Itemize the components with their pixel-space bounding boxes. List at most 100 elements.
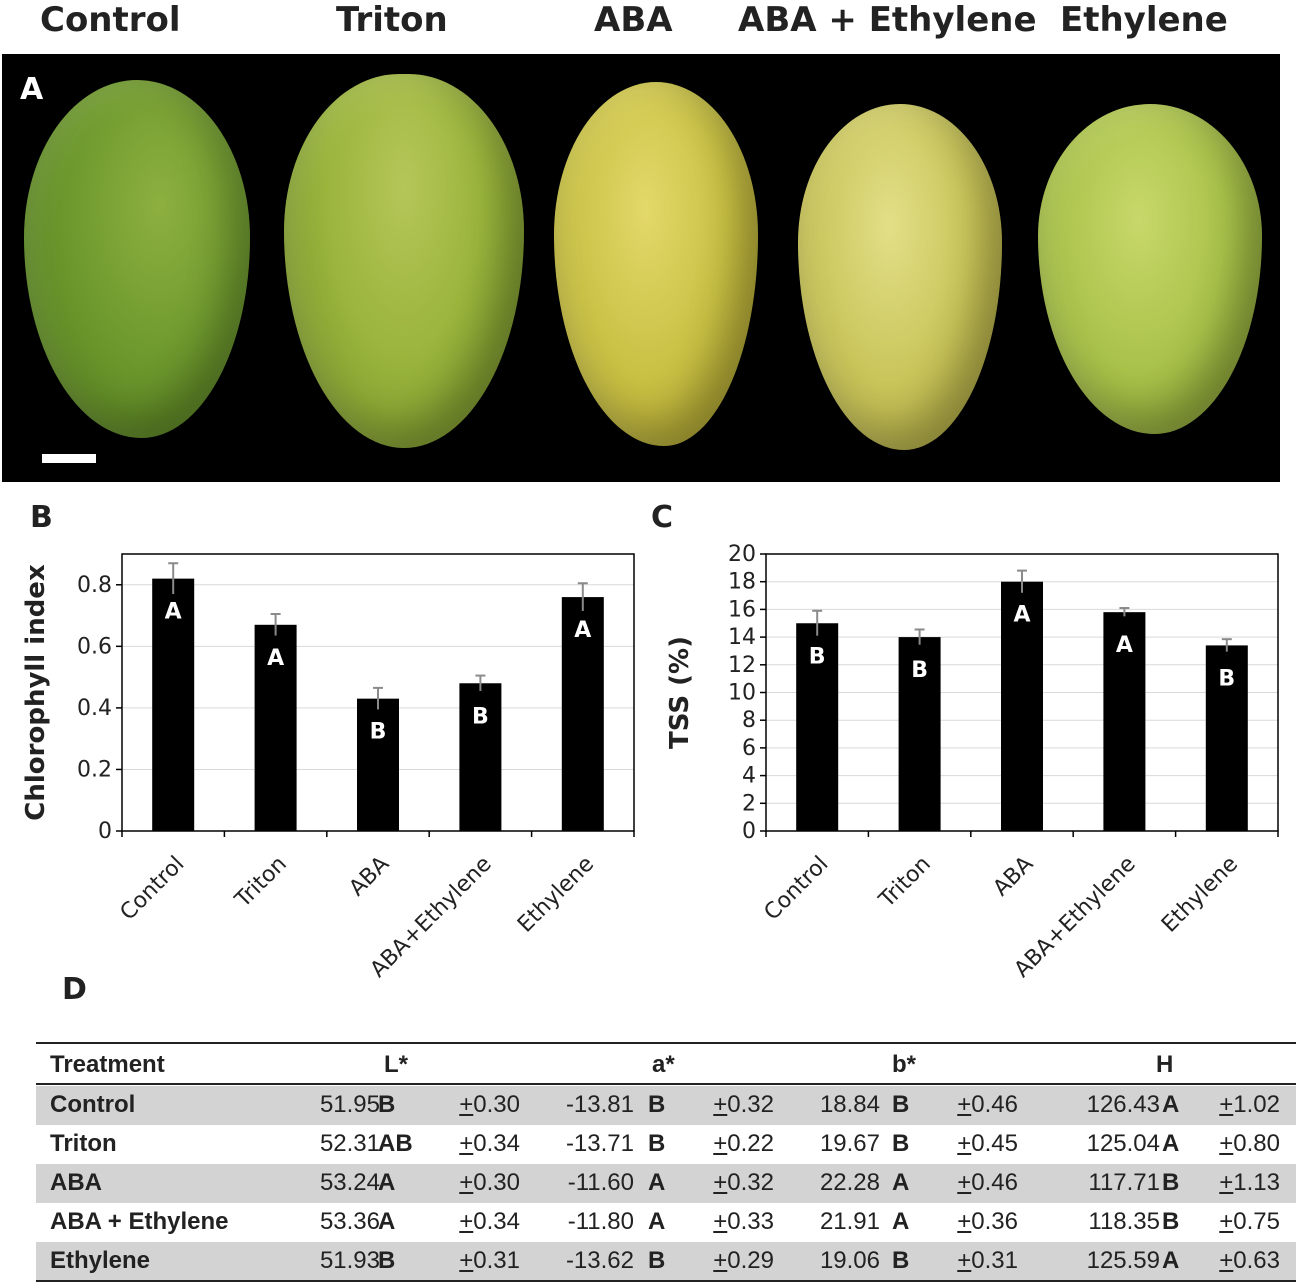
color-table: Treatment L* a* b* H Control 51.95 B +0.30-…	[36, 1042, 1296, 1282]
table-bottom-rule	[36, 1280, 1296, 1282]
value-cell: +0.75	[1219, 1208, 1280, 1235]
tss-significance-letter: B	[809, 644, 826, 669]
fruit-ethylene	[1038, 104, 1262, 434]
scale-bar	[42, 454, 96, 463]
value-cell: +0.29	[713, 1247, 774, 1274]
tss-significance-letter: A	[1116, 633, 1133, 658]
header-h: H	[1156, 1051, 1174, 1078]
treatment-cell: Triton	[50, 1130, 117, 1157]
value-cell: 118.35	[1088, 1208, 1160, 1235]
value-cell: 53.24	[319, 1169, 380, 1196]
value-cell: B	[648, 1091, 666, 1118]
value-cell: A	[892, 1169, 910, 1196]
value-cell: A	[1162, 1247, 1180, 1274]
value-cell: 21.91	[819, 1208, 880, 1235]
chlorophyll-category-label: Ethylene	[513, 852, 599, 938]
value-cell: +0.30	[459, 1169, 520, 1196]
header-aba: ABA	[594, 0, 673, 40]
chlorophyll-y-tick-label: 0.6	[77, 634, 112, 659]
tss-y-tick-label: 14	[728, 625, 756, 650]
tss-y-axis-label: TSS (%)	[665, 636, 695, 749]
value-cell: +0.46	[957, 1169, 1018, 1196]
value-cell: +0.33	[713, 1208, 774, 1235]
panel-label-c: C	[651, 500, 674, 535]
value-cell: A	[648, 1169, 666, 1196]
header-triton: Triton	[336, 0, 448, 40]
chlorophyll-significance-letter: B	[472, 704, 489, 729]
value-cell: 52.31	[319, 1130, 380, 1157]
chlorophyll-category-label: ABA	[345, 852, 395, 902]
tss-y-tick-label: 6	[742, 736, 756, 761]
table-row: Triton 52.31 AB +0.34 -13.71 B +0.22 19.67 B +0.4…	[36, 1125, 1296, 1164]
value-cell: B	[892, 1247, 910, 1274]
chlorophyll-bar	[254, 624, 297, 831]
panel-label-a: A	[20, 72, 44, 107]
tss-bar	[1205, 645, 1248, 831]
value-cell: +0.36	[957, 1208, 1018, 1235]
value-cell: 19.67	[819, 1130, 880, 1157]
tss-significance-letter: A	[1013, 603, 1030, 628]
fruit-triton	[284, 74, 524, 448]
table-row: Ethylene 51.93 B +0.31 -13.62 B +0.29 19.06 B +0.…	[36, 1242, 1296, 1281]
treatment-cell: ABA + Ethylene	[50, 1208, 229, 1235]
value-cell: +0.34	[459, 1208, 520, 1235]
treatment-cell: Ethylene	[50, 1247, 151, 1274]
header-b: b*	[892, 1051, 916, 1078]
value-cell: -13.62	[565, 1247, 634, 1274]
value-cell: -13.71	[565, 1130, 634, 1157]
chlorophyll-bar	[459, 683, 502, 831]
treatment-cell: Control	[50, 1091, 136, 1118]
tss-bar	[796, 623, 839, 831]
value-cell: 51.93	[319, 1247, 380, 1274]
value-cell: AB	[378, 1130, 413, 1157]
value-cell: +0.80	[1219, 1130, 1280, 1157]
value-cell: B	[1162, 1208, 1180, 1235]
value-cell: 53.36	[319, 1208, 380, 1235]
header-aba-ethylene: ABA + Ethylene	[738, 0, 1037, 40]
value-cell: -11.80	[567, 1208, 634, 1235]
chlorophyll-bar	[357, 698, 399, 831]
header-a: a*	[652, 1051, 675, 1078]
value-cell: 18.84	[819, 1091, 880, 1118]
value-cell: +0.34	[459, 1130, 520, 1157]
value-cell: A	[1162, 1130, 1180, 1157]
value-cell: +1.02	[1219, 1091, 1280, 1118]
value-cell: B	[378, 1247, 396, 1274]
value-cell: +0.30	[459, 1091, 520, 1118]
value-cell: -11.60	[567, 1169, 634, 1196]
value-cell: A	[892, 1208, 910, 1235]
table-row: ABA 53.24 A +0.30 -11.60 A +0.32 22.28 A +0.46 117…	[36, 1164, 1296, 1203]
header-treatment: Treatment	[50, 1051, 165, 1078]
tss-category-label: ABA	[989, 852, 1039, 902]
chlorophyll-significance-letter: A	[267, 646, 284, 671]
tss-significance-letter: B	[911, 658, 928, 683]
value-cell: A	[1162, 1091, 1180, 1118]
tss-category-label: Ethylene	[1157, 852, 1243, 938]
value-cell: B	[648, 1247, 666, 1274]
value-cell: A	[648, 1208, 666, 1235]
tss-y-tick-label: 20	[728, 542, 756, 567]
value-cell: +0.31	[459, 1247, 520, 1274]
value-cell: B	[378, 1091, 396, 1118]
value-cell: +1.13	[1219, 1169, 1280, 1196]
value-cell: 19.06	[819, 1247, 880, 1274]
table-top-rule	[36, 1042, 1296, 1044]
chlorophyll-y-tick-label: 0	[98, 819, 112, 844]
header-l: L*	[384, 1051, 408, 1078]
tss-y-tick-label: 10	[728, 681, 756, 706]
tss-significance-letter: B	[1218, 666, 1235, 691]
tss-y-tick-label: 16	[728, 597, 756, 622]
tss-bar	[1103, 612, 1146, 831]
header-ethylene: Ethylene	[1060, 0, 1228, 40]
table-row: ABA + Ethylene 53.36 A +0.34 -11.80 A +0.33 21.…	[36, 1203, 1296, 1242]
header-control: Control	[40, 0, 181, 40]
value-cell: +0.46	[957, 1091, 1018, 1118]
tss-y-tick-label: 12	[728, 653, 756, 678]
treatment-cell: ABA	[50, 1169, 102, 1196]
value-cell: 22.28	[819, 1169, 880, 1196]
table-row: Control 51.95 B +0.30 -13.81 B +0.32 18.84 B +0.4…	[36, 1086, 1296, 1125]
value-cell: B	[1162, 1169, 1180, 1196]
tss-y-tick-label: 2	[742, 791, 756, 816]
fruit-photo-panel: A	[2, 54, 1280, 482]
value-cell: +0.22	[713, 1130, 774, 1157]
